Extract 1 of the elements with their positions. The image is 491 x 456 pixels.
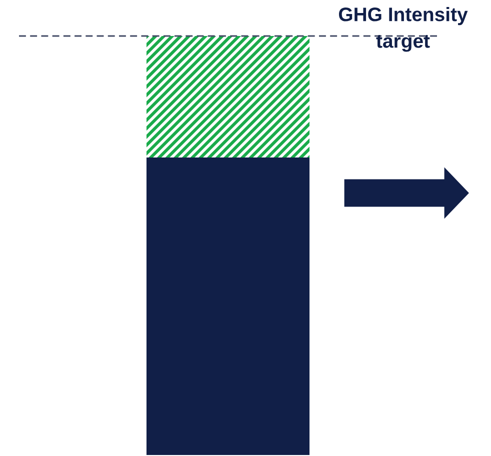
ref-line-label: GHG Intensity target xyxy=(338,7,468,52)
